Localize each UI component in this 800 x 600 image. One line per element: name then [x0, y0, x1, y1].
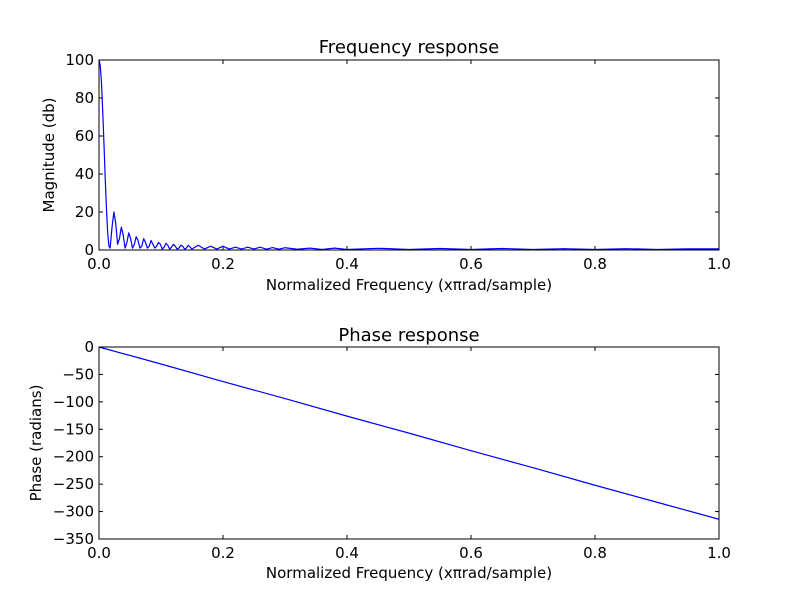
- phase-series-line: [98, 346, 720, 520]
- magnitude-x-tick-label: 0.6: [459, 255, 483, 273]
- phase-axes-frame: [98, 346, 720, 540]
- phase-y-tick-label: −300: [53, 503, 94, 521]
- magnitude-y-tick-label: 80: [75, 89, 94, 107]
- magnitude-x-tick-label: 0.4: [335, 255, 359, 273]
- magnitude-y-tick-label: 100: [65, 51, 94, 69]
- magnitude-axes-frame: [98, 59, 720, 251]
- phase-x-tick-label: 0.2: [211, 544, 235, 562]
- magnitude-x-tick-label: 0.0: [87, 255, 111, 273]
- magnitude-subplot: Frequency response Normalized Frequency …: [40, 37, 731, 294]
- phase-x-tick-label: 0.4: [335, 544, 359, 562]
- phase-title: Phase response: [338, 325, 479, 346]
- phase-xlabel: Normalized Frequency (xπrad/sample): [266, 564, 552, 582]
- magnitude-y-tick-label: 20: [75, 203, 94, 221]
- magnitude-x-tick-label: 0.2: [211, 255, 235, 273]
- magnitude-y-tick-label: 60: [75, 127, 94, 145]
- phase-subplot: Phase response Normalized Frequency (xπr…: [27, 325, 731, 582]
- phase-x-tick-label: 0.6: [459, 544, 483, 562]
- phase-y-tick-label: −100: [53, 393, 94, 411]
- phase-y-tick-label: −250: [53, 475, 94, 493]
- magnitude-y-tick-label: 0: [84, 241, 94, 259]
- phase-y-tick-label: −150: [53, 420, 94, 438]
- phase-ticks: 0.0 0.2 0.4 0.6 0.8 1.0 0 −50 −100 −150 −200 −250 −3…: [53, 338, 731, 562]
- phase-x-tick-label: 0.8: [583, 544, 607, 562]
- phase-ylabel: Phase (radians): [27, 385, 45, 502]
- magnitude-ylabel: Magnitude (db): [40, 98, 58, 213]
- magnitude-title: Frequency response: [319, 37, 499, 58]
- magnitude-xlabel: Normalized Frequency (xπrad/sample): [266, 276, 552, 294]
- magnitude-x-tick-label: 1.0: [707, 255, 731, 273]
- phase-x-tick-label: 0.0: [87, 544, 111, 562]
- magnitude-series-line: [98, 59, 719, 251]
- phase-x-tick-label: 1.0: [707, 544, 731, 562]
- phase-y-tick-label: −350: [53, 530, 94, 548]
- phase-y-tick-label: −200: [53, 448, 94, 466]
- phase-y-tick-label: 0: [84, 338, 94, 356]
- magnitude-x-tick-label: 0.8: [583, 255, 607, 273]
- phase-y-tick-label: −50: [62, 365, 94, 383]
- magnitude-y-tick-label: 40: [75, 165, 94, 183]
- magnitude-ticks: 0.0 0.2 0.4 0.6 0.8 1.0 0 20 40 60 80 100: [65, 51, 731, 273]
